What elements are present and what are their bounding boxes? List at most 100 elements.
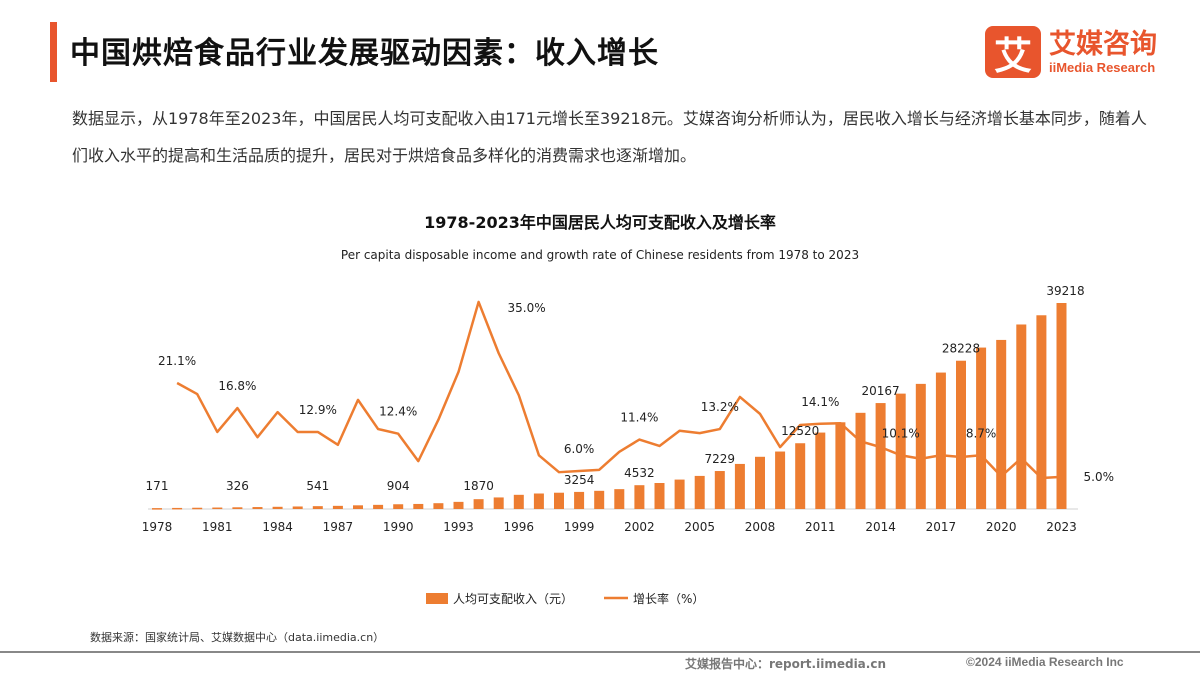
x-tick-2017: 2017: [926, 520, 957, 534]
iimedia-logo: 艾 艾媒咨询 iiMedia Research: [985, 26, 1157, 78]
income-bar-1982: [232, 507, 243, 509]
x-tick-2023: 2023: [1046, 520, 1077, 534]
logo-cn: 艾媒咨询: [1049, 28, 1157, 60]
footer-copyright: ©2024 iiMedia Research Inc: [966, 655, 1124, 669]
income-bar-1998: [554, 492, 564, 509]
income-bar-1979: [172, 507, 183, 510]
income-bar-2021: [1016, 324, 1027, 509]
income-label-2014: 20167: [862, 384, 900, 398]
income-label-1990: 904: [387, 479, 410, 493]
x-tick-2014: 2014: [865, 520, 896, 534]
legend-bar-swatch: [426, 593, 448, 604]
rate-label-2006: 13.2%: [701, 400, 739, 414]
x-tick-1990: 1990: [383, 520, 414, 534]
data-source: 数据来源：国家统计局、艾媒数据中心（data.iimedia.cn）: [90, 631, 385, 644]
income-bar-2022: [1036, 315, 1047, 509]
legend-line-label: 增长率（%）: [633, 591, 704, 606]
income-label-1978: 171: [146, 479, 169, 493]
x-tick-1978: 1978: [142, 520, 173, 534]
x-tick-2005: 2005: [684, 520, 715, 534]
income-bar-2002: [634, 485, 645, 509]
footer-report-center: 艾媒报告中心：report.iimedia.cn: [685, 657, 886, 671]
rate-label-2002: 11.4%: [620, 411, 658, 425]
income-label-1999: 3254: [564, 473, 595, 487]
title-accent-bar: [50, 22, 57, 82]
income-bar-2000: [594, 490, 605, 509]
x-tick-1996: 1996: [504, 520, 535, 534]
income-bar-1985: [292, 506, 303, 509]
rate-label-2015: 10.1%: [882, 426, 920, 440]
income-bar-2005: [694, 475, 705, 509]
income-bar-1995: [493, 497, 504, 509]
income-bar-1992: [433, 503, 444, 509]
x-tick-1981: 1981: [202, 520, 233, 534]
rate-label-1982: 16.8%: [218, 379, 256, 393]
income-bar-1997: [533, 493, 544, 509]
rate-label-2011: 14.1%: [801, 395, 839, 409]
footer-divider: [0, 651, 1200, 653]
income-bar-2015: [895, 393, 906, 509]
income-bar-2023: [1056, 303, 1067, 509]
income-label-2002: 4532: [624, 466, 655, 480]
income-bar-2013: [855, 412, 866, 509]
income-bar-2010: [795, 443, 806, 509]
page-title: 中国烘焙食品行业发展驱动因素：收入增长: [70, 36, 659, 71]
income-bar-2019: [976, 347, 987, 509]
income-bar-2020: [996, 339, 1007, 509]
income-bar-2003: [654, 482, 665, 509]
x-tick-1984: 1984: [262, 520, 293, 534]
income-bar-2001: [614, 489, 625, 509]
x-tick-1993: 1993: [443, 520, 474, 534]
income-bar-1999: [574, 491, 585, 509]
income-bar-1994: [473, 499, 484, 509]
rate-label-1979: 21.1%: [158, 354, 196, 368]
income-label-2018: 28228: [942, 342, 980, 356]
income-bar-1986: [312, 506, 323, 509]
income-label-1994: 1870: [463, 479, 494, 493]
x-tick-2008: 2008: [745, 520, 776, 534]
income-label-1982: 326: [226, 479, 249, 493]
x-tick-2020: 2020: [986, 520, 1017, 534]
income-bar-1991: [413, 503, 424, 509]
rate-label-2019: 8.7%: [966, 426, 997, 440]
income-bar-1987: [332, 505, 343, 509]
rate-label-1994: 35.0%: [508, 301, 546, 315]
income-label-2006: 7229: [705, 452, 736, 466]
rate-label-1999: 6.0%: [564, 442, 595, 456]
description-paragraph: 数据显示，从1978年至2023年，中国居民人均可支配收入由171元增长至392…: [72, 109, 1147, 165]
income-bar-2017: [935, 372, 946, 509]
income-bar-2004: [674, 479, 685, 509]
income-bar-1983: [252, 507, 263, 509]
income-bar-2007: [734, 463, 745, 509]
x-tick-1999: 1999: [564, 520, 595, 534]
income-bar-1980: [192, 507, 203, 510]
income-bar-2006: [714, 471, 725, 509]
income-bar-2014: [875, 403, 886, 509]
x-tick-1987: 1987: [323, 520, 354, 534]
legend: 人均可支配收入（元） 增长率（%）: [426, 591, 704, 606]
income-bar-2008: [755, 456, 765, 509]
x-tick-2002: 2002: [624, 520, 655, 534]
rate-label-2023: 5.0%: [1084, 470, 1115, 484]
income-bar-1989: [373, 504, 384, 509]
chart-subtitle: Per capita disposable income and growth …: [341, 248, 859, 262]
logo-mark-icon: 艾: [985, 26, 1041, 78]
x-tick-2011: 2011: [805, 520, 836, 534]
rate-label-1986: 12.9%: [299, 403, 337, 417]
rate-label-1990: 12.4%: [379, 405, 417, 419]
income-bar-1993: [453, 501, 464, 509]
income-bar-1988: [353, 505, 363, 509]
growth-rate-line: [176, 300, 1062, 480]
income-bar-2011: [815, 432, 826, 509]
income-bar-2018: [956, 360, 966, 509]
legend-bar-label: 人均可支配收入（元）: [453, 592, 573, 606]
income-label-1986: 541: [306, 479, 329, 493]
income-bar-1990: [393, 504, 404, 509]
income-label-2023: 39218: [1046, 284, 1084, 298]
logo-en: iiMedia Research: [1049, 59, 1156, 75]
income-bar-1978: [152, 508, 162, 510]
income-bar-1984: [272, 506, 283, 509]
income-bar-2009: [775, 451, 786, 509]
income-bar-1981: [212, 507, 223, 510]
